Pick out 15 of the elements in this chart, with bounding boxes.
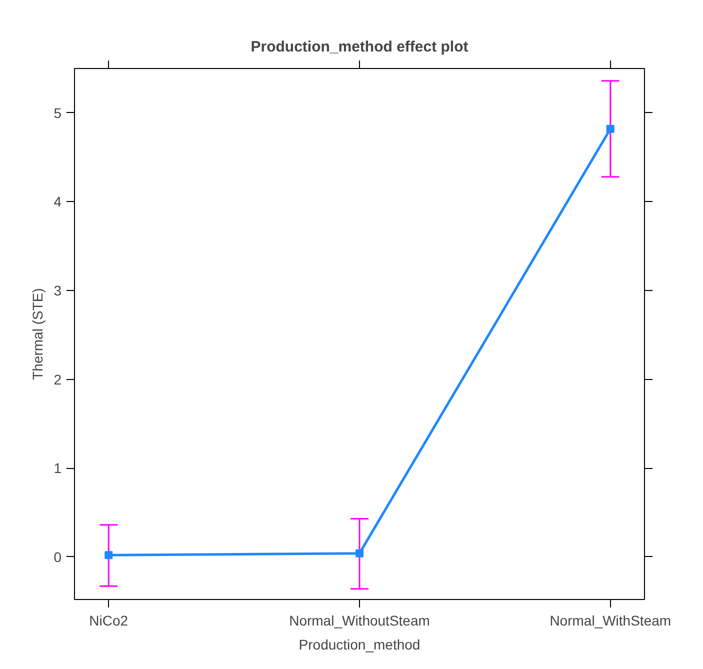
x-tick-label: NiCo2 xyxy=(89,612,128,628)
y-tick-label: 1 xyxy=(54,460,62,476)
point xyxy=(356,549,364,558)
x-tick-label: Normal_WithoutSteam xyxy=(289,612,430,628)
y-tick-label: 2 xyxy=(54,371,62,388)
x-tick-label: Normal_WithSteam xyxy=(550,612,672,628)
y-tick-label: 4 xyxy=(54,194,62,210)
y-tick-label: 3 xyxy=(54,282,62,298)
point xyxy=(104,551,113,560)
x-axis-title: Production_method xyxy=(298,636,420,652)
y-tick-label: 5 xyxy=(54,104,62,121)
y-tick-label: 0 xyxy=(54,548,62,565)
y-axis-title: Thermal (STE) xyxy=(30,288,46,380)
chart-title: Production_method effect plot xyxy=(250,38,468,56)
point xyxy=(606,124,614,133)
